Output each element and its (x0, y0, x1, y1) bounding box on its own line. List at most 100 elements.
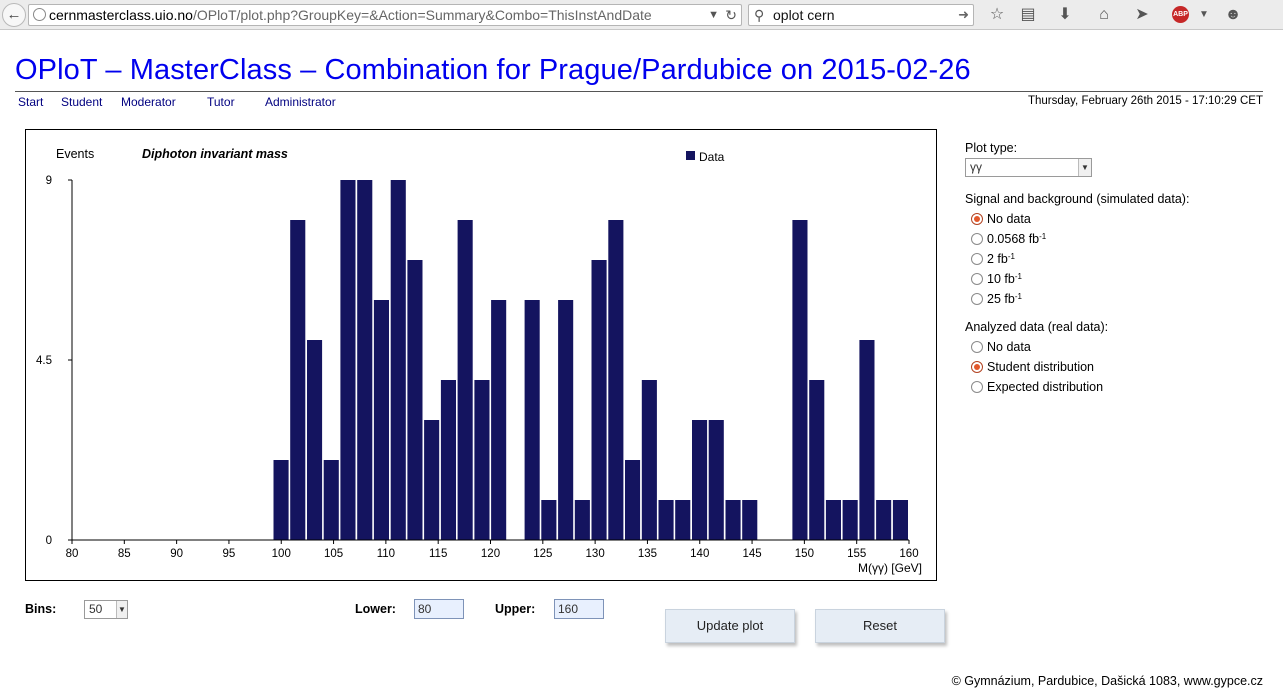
histogram-bar (424, 420, 440, 540)
x-tick-label: 125 (533, 548, 552, 560)
histogram-bar (373, 300, 389, 540)
lower-label: Lower: (355, 602, 396, 616)
download-icon[interactable]: ⬇ (1058, 6, 1072, 23)
search-go-icon[interactable]: ➜ (958, 7, 969, 22)
home-icon[interactable]: ⌂ (1099, 6, 1109, 23)
nav-start-link[interactable]: Start (18, 95, 44, 109)
bins-label: Bins: (25, 602, 57, 616)
histogram-bar (658, 500, 674, 540)
radio-label: No data (987, 340, 1031, 354)
histogram-bar (608, 220, 624, 540)
send-icon[interactable]: ➤ (1135, 6, 1149, 23)
histogram-bar (809, 380, 825, 540)
x-tick-label: 110 (377, 548, 395, 560)
x-tick-label: 145 (742, 548, 761, 560)
reset-button[interactable]: Reset (815, 609, 945, 643)
search-text: oplot cern (773, 7, 835, 23)
histogram-bar (474, 380, 490, 540)
histogram-bar (876, 500, 892, 540)
histogram-bar (357, 180, 373, 540)
histogram-bar (692, 420, 708, 540)
x-tick-label: 100 (272, 548, 291, 560)
x-tick-label: 105 (324, 548, 343, 560)
histogram-bar (307, 340, 323, 540)
plot-type-value: γγ (970, 160, 982, 174)
url-bar[interactable]: cernmasterclass.uio.no/OPloT/plot.php?Gr… (28, 4, 742, 26)
dropdown-arrow-icon[interactable]: ▼ (708, 9, 719, 21)
histogram-bar (641, 380, 657, 540)
histogram-bar (457, 220, 473, 540)
radio-label: 10 fb (987, 272, 1015, 286)
y-tick-label: 9 (46, 175, 52, 187)
nav-administrator-link[interactable]: Administrator (265, 95, 336, 109)
back-arrow-icon[interactable]: ← (2, 3, 26, 27)
nav-tutor-link[interactable]: Tutor (207, 95, 235, 109)
menu-dropdown-icon[interactable]: ▼ (1199, 9, 1209, 20)
x-tick-label: 160 (899, 548, 918, 560)
x-axis-label: M(γγ) [GeV] (858, 561, 922, 575)
signal-background-label: Signal and background (simulated data): (965, 192, 1190, 206)
radio-button[interactable] (971, 381, 983, 393)
nav-student-link[interactable]: Student (61, 95, 103, 109)
radio-label-superscript: -1 (1039, 232, 1047, 241)
upper-input[interactable] (554, 599, 604, 619)
radio-button[interactable] (971, 233, 983, 245)
histogram-bar (708, 420, 724, 540)
lower-input[interactable] (414, 599, 464, 619)
histogram-bar (323, 460, 339, 540)
reload-icon[interactable]: ↻ (725, 7, 737, 23)
chat-icon[interactable]: ☻ (1224, 6, 1242, 23)
radio-label: 25 fb (987, 292, 1015, 306)
histogram-bar (340, 180, 356, 540)
histogram-bar (407, 260, 423, 540)
radio-button[interactable] (971, 361, 983, 373)
histogram-bar (859, 340, 875, 540)
search-bar[interactable]: ⚲ oplot cern ➜ (748, 4, 974, 26)
nav-moderator-link[interactable]: Moderator (121, 95, 176, 109)
radio-button[interactable] (971, 273, 983, 285)
legend-swatch (686, 151, 695, 160)
histogram-bar (742, 500, 758, 540)
radio-button[interactable] (971, 253, 983, 265)
histogram-bar (591, 260, 607, 540)
y-tick-label: 4.5 (36, 355, 52, 367)
histogram-bar (390, 180, 406, 540)
update-plot-button[interactable]: Update plot (665, 609, 795, 643)
radio-button[interactable] (971, 213, 983, 225)
radio-label-superscript: -1 (1014, 292, 1022, 301)
bookmark-star-icon[interactable]: ☆ (989, 6, 1005, 23)
bins-value: 50 (89, 602, 103, 616)
plot-type-label: Plot type: (965, 141, 1018, 155)
x-tick-label: 130 (586, 548, 605, 560)
bookmarks-list-icon[interactable]: ▤ (1020, 6, 1036, 23)
histogram-bar (842, 500, 858, 540)
histogram-bar (541, 500, 557, 540)
histogram-bar (524, 300, 540, 540)
bins-select[interactable]: 50 ▼ (84, 600, 128, 619)
x-tick-label: 95 (223, 548, 236, 560)
radio-label: Expected distribution (987, 380, 1104, 394)
chart-canvas: Events Diphoton invariant mass Data M(γγ… (36, 147, 922, 575)
histogram-bar (792, 220, 808, 540)
x-tick-label: 140 (690, 548, 709, 560)
chevron-down-icon: ▼ (1078, 159, 1091, 176)
plot-type-select[interactable]: γγ ▼ (965, 158, 1092, 177)
footer-copyright: © Gymnázium, Pardubice, Dašická 1083, ww… (951, 674, 1263, 688)
legend-label: Data (699, 150, 725, 164)
radio-label-superscript: -1 (1007, 252, 1015, 261)
radio-label: Student distribution (987, 360, 1095, 374)
histogram-chart: Events Diphoton invariant mass Data M(γγ… (25, 129, 937, 581)
radio-label-superscript: -1 (1014, 272, 1022, 281)
histogram-bar (574, 500, 590, 540)
x-tick-label: 150 (795, 548, 814, 560)
x-tick-label: 155 (847, 548, 866, 560)
browser-toolbar: ← cernmasterclass.uio.no/OPloT/plot.php?… (0, 0, 1283, 30)
adblock-icon[interactable]: ABP (1172, 6, 1189, 23)
y-tick-label: 0 (46, 535, 52, 547)
radio-button[interactable] (971, 341, 983, 353)
radio-label: 2 fb (987, 252, 1008, 266)
radio-button[interactable] (971, 293, 983, 305)
histogram-bar (273, 460, 289, 540)
x-tick-label: 90 (170, 548, 183, 560)
histogram-bar (825, 500, 841, 540)
